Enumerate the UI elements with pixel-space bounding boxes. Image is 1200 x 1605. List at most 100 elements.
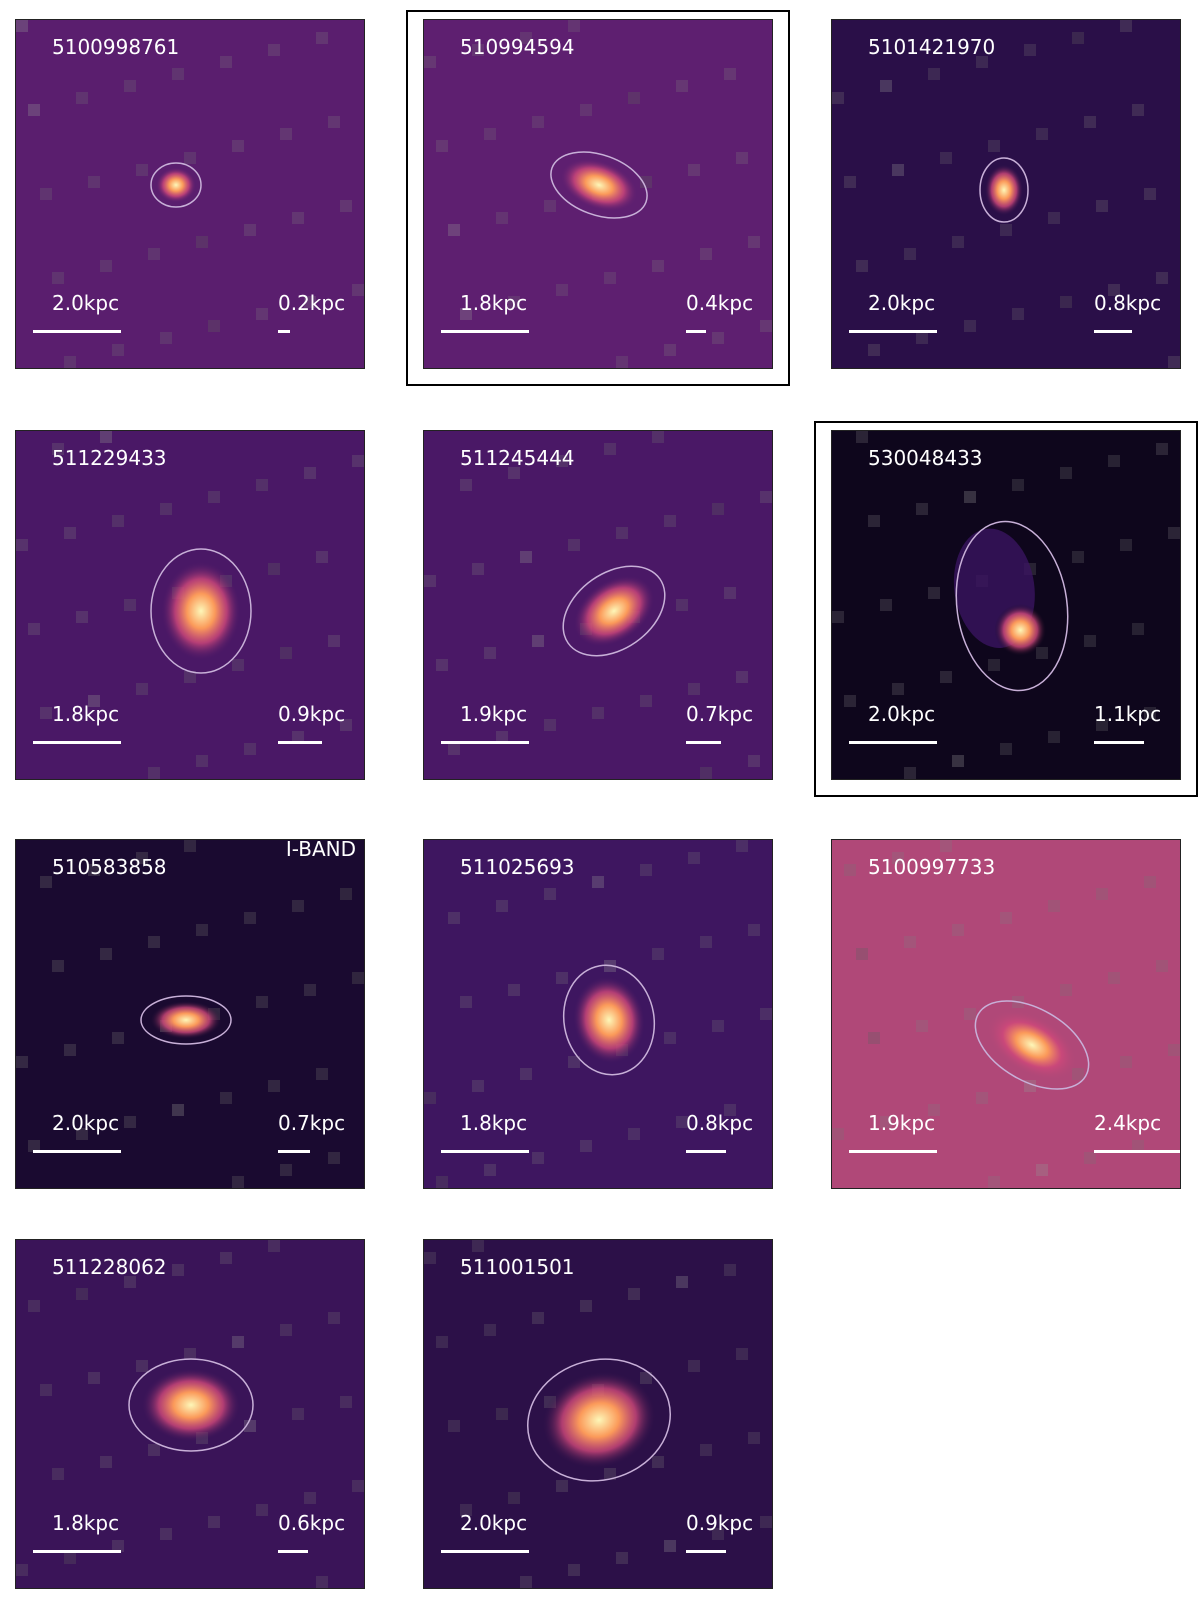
noise-pixel bbox=[88, 695, 100, 707]
noise-pixel bbox=[676, 599, 688, 611]
noise-pixel bbox=[16, 1056, 28, 1068]
noise-pixel bbox=[508, 1492, 520, 1504]
noise-pixel bbox=[76, 611, 88, 623]
noise-pixel bbox=[280, 1164, 292, 1176]
noise-pixel bbox=[520, 551, 532, 563]
noise-pixel bbox=[520, 551, 532, 563]
noise-pixel bbox=[1000, 912, 1012, 924]
noise-pixel bbox=[64, 1552, 76, 1564]
noise-pixel bbox=[220, 56, 232, 68]
noise-pixel bbox=[424, 1252, 436, 1264]
noise-pixel bbox=[580, 1140, 592, 1152]
noise-pixel bbox=[316, 551, 328, 563]
noise-pixel bbox=[664, 515, 676, 527]
noise-pixel bbox=[892, 164, 904, 176]
noise-pixel bbox=[352, 284, 364, 296]
noise-pixel bbox=[112, 344, 124, 356]
noise-pixel bbox=[676, 1276, 688, 1288]
noise-pixel bbox=[724, 68, 736, 80]
noise-pixel bbox=[268, 563, 280, 575]
contour bbox=[979, 157, 1029, 223]
noise-pixel bbox=[904, 248, 916, 260]
noise-pixel bbox=[280, 1164, 292, 1176]
noise-pixel bbox=[64, 1044, 76, 1056]
noise-pixel bbox=[160, 503, 172, 515]
noise-pixel bbox=[292, 900, 304, 912]
noise-pixel bbox=[664, 515, 676, 527]
scale-label: 1.9kpc bbox=[868, 1111, 935, 1135]
noise-pixel bbox=[184, 840, 196, 852]
noise-pixel bbox=[856, 948, 868, 960]
noise-pixel bbox=[976, 1092, 988, 1104]
noise-pixel bbox=[1120, 20, 1132, 32]
noise-pixel bbox=[880, 1116, 892, 1128]
noise-pixel bbox=[580, 104, 592, 116]
noise-pixel bbox=[1024, 44, 1036, 56]
cutout-image: 510994594 1.8kpc 0.4kpc bbox=[424, 20, 772, 368]
noise-pixel bbox=[184, 152, 196, 164]
noise-pixel bbox=[460, 308, 472, 320]
scale-bar bbox=[849, 330, 937, 333]
scale-bar bbox=[278, 1550, 308, 1553]
noise-pixel bbox=[988, 1176, 1000, 1188]
noise-pixel bbox=[916, 503, 928, 515]
noise-pixel bbox=[28, 1300, 40, 1312]
noise-pixel bbox=[724, 1104, 736, 1116]
noise-pixel bbox=[484, 647, 496, 659]
noise-pixel bbox=[100, 948, 112, 960]
noise-pixel bbox=[880, 599, 892, 611]
noise-pixel bbox=[568, 539, 580, 551]
noise-pixel bbox=[688, 683, 700, 695]
noise-pixel bbox=[712, 1020, 724, 1032]
noise-pixel bbox=[856, 260, 868, 272]
cutout: 510583858 I-BAND 2.0kpc 0.7kpc bbox=[15, 837, 365, 1189]
noise-pixel bbox=[892, 852, 904, 864]
noise-pixel bbox=[532, 1312, 544, 1324]
noise-pixel bbox=[1072, 32, 1084, 44]
noise-pixel bbox=[52, 272, 64, 284]
noise-pixel bbox=[664, 344, 676, 356]
noise-pixel bbox=[340, 200, 352, 212]
noise-pixel bbox=[664, 1540, 676, 1552]
noise-pixel bbox=[724, 1264, 736, 1276]
noise-pixel bbox=[1156, 272, 1168, 284]
noise-pixel bbox=[640, 695, 652, 707]
noise-pixel bbox=[1036, 647, 1048, 659]
noise-pixel bbox=[736, 840, 748, 852]
noise-pixel bbox=[724, 1104, 736, 1116]
noise-pixel bbox=[244, 224, 256, 236]
noise-pixel bbox=[328, 1152, 340, 1164]
noise-pixel bbox=[892, 683, 904, 695]
noise-pixel bbox=[52, 960, 64, 972]
noise-pixel bbox=[112, 1540, 124, 1552]
noise-pixel bbox=[532, 635, 544, 647]
noise-pixel bbox=[988, 140, 1000, 152]
noise-pixel bbox=[424, 1092, 436, 1104]
noise-pixel bbox=[328, 635, 340, 647]
noise-pixel bbox=[532, 1152, 544, 1164]
noise-pixel bbox=[676, 1276, 688, 1288]
noise-pixel bbox=[760, 320, 772, 332]
noise-pixel bbox=[148, 248, 160, 260]
noise-pixel bbox=[760, 1516, 772, 1528]
noise-pixel bbox=[520, 1576, 532, 1588]
noise-pixel bbox=[640, 695, 652, 707]
noise-pixel bbox=[1156, 443, 1168, 455]
noise-pixel bbox=[880, 1116, 892, 1128]
noise-pixel bbox=[712, 332, 724, 344]
noise-pixel bbox=[544, 200, 556, 212]
noise-pixel bbox=[280, 1324, 292, 1336]
noise-pixel bbox=[1084, 1152, 1096, 1164]
noise-pixel bbox=[436, 140, 448, 152]
noise-pixel bbox=[568, 20, 580, 32]
noise-pixel bbox=[112, 344, 124, 356]
noise-pixel bbox=[496, 212, 508, 224]
noise-pixel bbox=[340, 200, 352, 212]
noise-pixel bbox=[1012, 479, 1024, 491]
noise-pixel bbox=[508, 296, 520, 308]
source bbox=[141, 1368, 241, 1442]
noise-pixel bbox=[76, 1288, 88, 1300]
noise-pixel bbox=[460, 479, 472, 491]
noise-pixel bbox=[424, 1252, 436, 1264]
noise-pixel bbox=[160, 332, 172, 344]
